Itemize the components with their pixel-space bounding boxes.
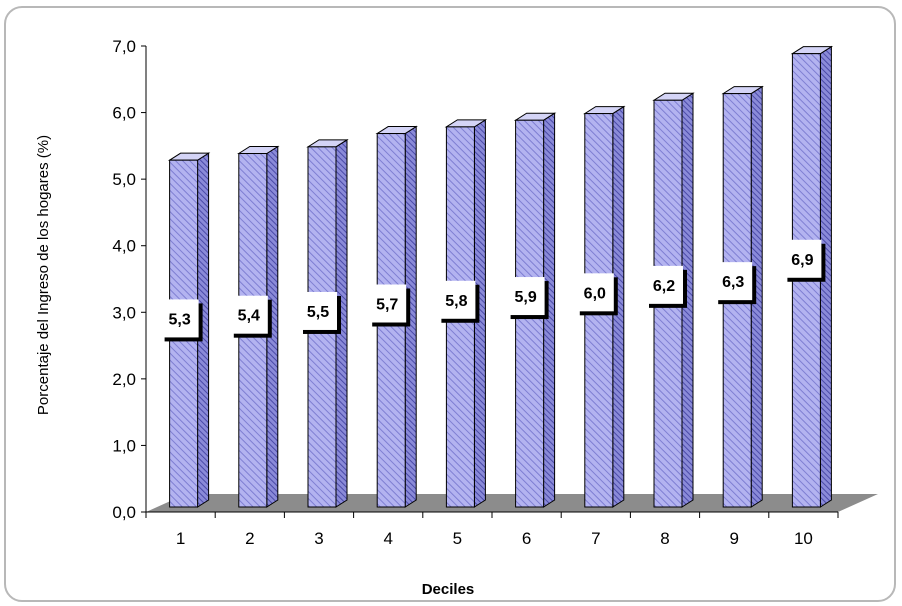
x-tick-label: 4 <box>383 529 392 548</box>
data-label: 6,9 <box>783 239 826 282</box>
data-label: 6,0 <box>575 273 618 316</box>
y-tick-label: 6,0 <box>112 104 136 123</box>
data-label-text: 5,3 <box>168 311 190 328</box>
data-label-box <box>229 295 268 334</box>
data-label-text: 5,9 <box>514 289 536 306</box>
x-tick-label: 2 <box>245 529 254 548</box>
data-label-box <box>368 284 407 323</box>
data-label-text: 5,5 <box>307 304 329 321</box>
data-label: 5,3 <box>160 299 203 342</box>
data-label-text: 6,2 <box>653 278 675 295</box>
data-label: 5,4 <box>229 295 272 338</box>
data-label-box <box>299 291 337 330</box>
y-tick-label: 5,0 <box>112 170 136 189</box>
data-label: 6,2 <box>645 265 687 308</box>
y-tick-label: 7,0 <box>112 37 136 56</box>
x-axis-title: Deciles <box>422 581 475 598</box>
y-tick-label: 2,0 <box>112 370 136 389</box>
data-label-box <box>645 265 683 304</box>
x-tick-label: 8 <box>660 529 669 548</box>
data-label: 5,5 <box>299 291 341 334</box>
x-tick-label: 3 <box>314 529 323 548</box>
y-tick-label: 4,0 <box>112 237 136 256</box>
data-label-text: 5,4 <box>238 308 260 325</box>
data-label-box <box>714 262 753 301</box>
x-tick-label: 10 <box>794 529 813 548</box>
data-label: 5,8 <box>437 280 480 323</box>
y-tick-label: 3,0 <box>112 303 136 322</box>
y-tick-label: 1,0 <box>112 436 136 455</box>
data-label: 5,9 <box>506 277 549 320</box>
x-tick-label: 7 <box>591 529 600 548</box>
data-label-text: 5,7 <box>376 297 398 314</box>
data-label-box <box>783 239 822 278</box>
data-label: 5,7 <box>368 284 411 327</box>
data-label-text: 6,0 <box>584 285 606 302</box>
x-tick-label: 6 <box>522 529 531 548</box>
data-label-box <box>437 280 476 319</box>
y-axis-title: Porcentaje del Ingreso de los hogares (%… <box>35 135 52 415</box>
data-label-text: 6,9 <box>791 252 813 269</box>
x-tick-label: 9 <box>729 529 738 548</box>
data-label-box <box>160 299 199 338</box>
x-tick-label: 1 <box>176 529 185 548</box>
data-label-text: 6,3 <box>722 274 744 291</box>
data-label-text: 5,8 <box>445 293 467 310</box>
data-label: 6,3 <box>714 262 757 305</box>
data-label-box <box>575 273 614 312</box>
y-tick-label: 0,0 <box>112 503 136 522</box>
x-tick-label: 5 <box>453 529 462 548</box>
data-label-box <box>506 277 545 316</box>
